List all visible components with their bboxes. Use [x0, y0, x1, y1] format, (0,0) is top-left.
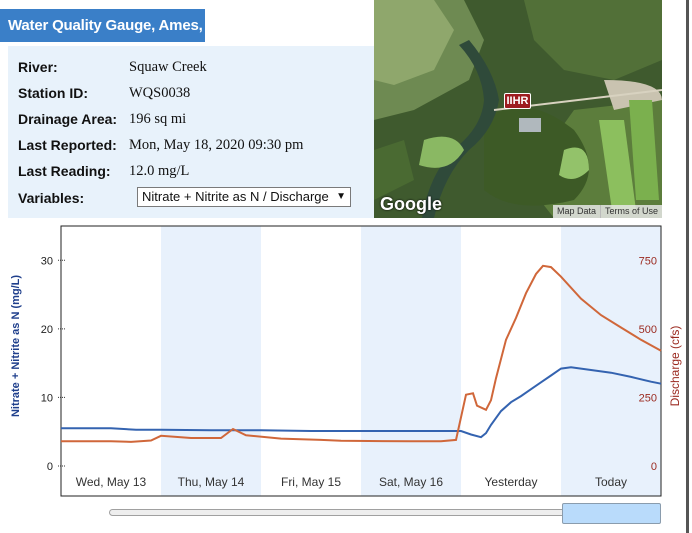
map-data-link[interactable]: Map Data [556, 206, 596, 216]
y-right-tick-label: 250 [639, 392, 657, 404]
variables-label: Variables: [18, 190, 85, 206]
y-left-tick-label: 10 [41, 392, 53, 404]
map-imagery [374, 0, 662, 218]
google-logo: Google [380, 194, 442, 214]
y-left-axis-label: Nitrate + Nitrite as N (mg/L) [10, 275, 22, 417]
station-id-label: Station ID: [18, 85, 88, 101]
variables-selected-value: Nitrate + Nitrite as N / Discharge [142, 189, 329, 204]
drainage-area-label: Drainage Area: [18, 111, 118, 127]
day-shade-band [161, 226, 261, 496]
map-attribution: Map Data Terms of Use [552, 205, 662, 218]
river-value: Squaw Creek [129, 59, 207, 75]
chevron-down-icon: ▼ [336, 191, 346, 202]
x-tick-label: Today [595, 475, 627, 489]
y-right-tick-label: 750 [639, 255, 657, 267]
time-range-slider-handle[interactable] [562, 503, 661, 524]
x-tick-label: Fri, May 15 [281, 475, 341, 489]
day-shade-band [561, 226, 661, 496]
y-left-tick-label: 20 [41, 324, 53, 336]
y-right-axis-label: Discharge (cfs) [668, 326, 682, 407]
discharge-series-line [61, 264, 662, 443]
scrollbar[interactable] [686, 0, 689, 533]
last-reading-value: 12.0 mg/L [129, 163, 190, 179]
iihr-marker[interactable]: IIHR [504, 93, 531, 109]
x-tick-label: Sat, May 16 [379, 475, 443, 489]
nitrate-discharge-chart: 0 10 20 30 0 250 500 750 Wed, May 13 Thu, May 14 F… [10, 225, 682, 497]
station-map[interactable]: IIHR Google Map Data Terms of Use [374, 0, 662, 218]
river-label: River: [18, 59, 58, 75]
x-tick-label: Yesterday [485, 475, 538, 489]
last-reading-label: Last Reading: [18, 163, 111, 179]
variables-select[interactable]: Nitrate + Nitrite as N / Discharge ▼ [137, 187, 351, 207]
y-right-tick-label: 0 [651, 461, 657, 473]
x-tick-label: Thu, May 14 [178, 475, 245, 489]
terms-of-use-link[interactable]: Terms of Use [599, 205, 662, 218]
page-title: Water Quality Gauge, Ames, IA [0, 9, 205, 67]
station-info-panel: River: Squaw Creek Station ID: WQS0038 D… [8, 46, 374, 218]
last-reported-value: Mon, May 18, 2020 09:30 pm [129, 137, 304, 153]
x-tick-label: Wed, May 13 [76, 475, 147, 489]
nitrate-series-line [61, 366, 662, 439]
plot-frame [60, 225, 662, 497]
last-reported-label: Last Reported: [18, 137, 117, 153]
day-shade-band [361, 226, 461, 496]
y-left-tick-label: 30 [41, 255, 53, 267]
drainage-area-value: 196 sq mi [129, 111, 187, 127]
y-left-tick-label: 0 [47, 461, 53, 473]
station-id-value: WQS0038 [129, 85, 191, 101]
y-right-tick-label: 500 [639, 324, 657, 336]
